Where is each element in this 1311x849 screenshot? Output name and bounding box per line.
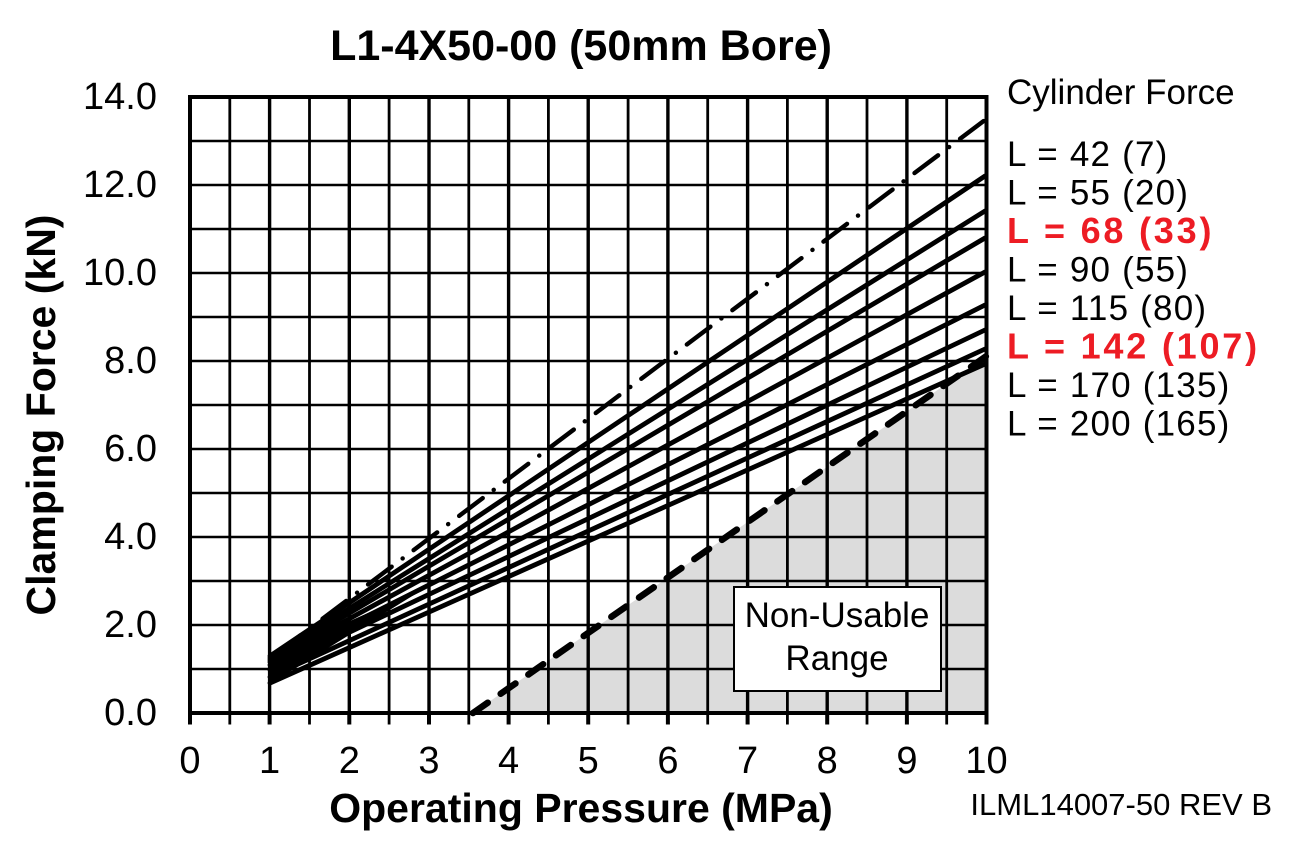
svg-text:L = 170 (135): L = 170 (135): [1007, 366, 1230, 405]
svg-text:7: 7: [737, 740, 758, 782]
svg-text:10: 10: [965, 740, 1007, 782]
svg-text:2.0: 2.0: [104, 604, 157, 646]
svg-text:14.0: 14.0: [83, 76, 157, 118]
svg-text:5: 5: [578, 740, 599, 782]
svg-text:Non-Usable: Non-Usable: [745, 596, 930, 635]
svg-text:Clamping Force (kN): Clamping Force (kN): [18, 215, 64, 616]
svg-text:2: 2: [339, 740, 360, 782]
svg-text:L = 115 (80): L = 115 (80): [1007, 289, 1207, 328]
svg-text:12.0: 12.0: [83, 164, 157, 206]
svg-text:6: 6: [657, 740, 678, 782]
svg-text:8.0: 8.0: [104, 340, 157, 382]
svg-text:L = 142 (107): L = 142 (107): [1007, 326, 1260, 367]
svg-text:4.0: 4.0: [104, 516, 157, 558]
svg-text:0: 0: [179, 740, 200, 782]
svg-text:L = 68 (33): L = 68 (33): [1007, 210, 1214, 251]
svg-text:9: 9: [896, 740, 917, 782]
svg-text:3: 3: [418, 740, 439, 782]
svg-text:L = 200 (165): L = 200 (165): [1007, 405, 1230, 444]
svg-text:Range: Range: [785, 639, 888, 678]
svg-text:8: 8: [817, 740, 838, 782]
svg-text:ILML14007-50 REV B: ILML14007-50 REV B: [970, 787, 1272, 822]
svg-text:1: 1: [259, 740, 280, 782]
svg-text:Cylinder Force: Cylinder Force: [1007, 73, 1235, 112]
svg-text:0.0: 0.0: [104, 692, 157, 734]
svg-text:L = 90 (55): L = 90 (55): [1007, 251, 1189, 290]
svg-text:L = 42 (7): L = 42 (7): [1007, 135, 1169, 174]
svg-text:6.0: 6.0: [104, 428, 157, 470]
svg-text:4: 4: [498, 740, 519, 782]
svg-text:Operating Pressure (MPa): Operating Pressure (MPa): [329, 785, 833, 831]
svg-text:L = 55 (20): L = 55 (20): [1007, 174, 1189, 213]
svg-text:L1-4X50-00 (50mm Bore): L1-4X50-00 (50mm Bore): [330, 22, 832, 70]
svg-text:10.0: 10.0: [83, 252, 157, 294]
